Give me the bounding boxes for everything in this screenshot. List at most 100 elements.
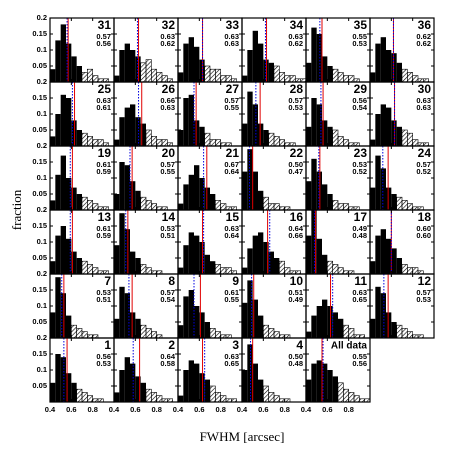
bar: [242, 302, 248, 338]
hatched-bar: [145, 328, 152, 339]
bar: [380, 293, 386, 338]
panel-label: 27: [226, 82, 240, 96]
y-tick-label: 0.15: [32, 285, 47, 294]
bar: [268, 251, 274, 274]
y-tick-label: 0.1: [37, 237, 47, 246]
stat-label: 0.48: [288, 359, 303, 368]
hatched-bar: [76, 388, 83, 403]
bar: [322, 120, 328, 146]
bar: [199, 126, 205, 146]
stat-label: 0.57: [288, 96, 303, 105]
panel-label: 16: [290, 210, 304, 224]
bar: [327, 194, 333, 210]
stat-label: 0.54: [352, 103, 367, 112]
bar: [55, 174, 61, 210]
stat-label: 0.53: [96, 359, 111, 368]
bar: [396, 126, 402, 146]
bar: [375, 43, 381, 82]
bar: [247, 248, 253, 274]
stat-label: 0.57: [416, 160, 431, 169]
hatched-bar: [268, 203, 275, 211]
hatched-bar: [215, 392, 221, 403]
bar: [50, 136, 56, 146]
hatched-bar: [284, 75, 291, 83]
bar: [199, 59, 205, 82]
hatched-bar: [337, 382, 344, 403]
panel-label: 33: [226, 18, 240, 32]
panel-label: 11: [354, 274, 367, 288]
hatched-bar: [151, 68, 157, 83]
stat-label: 0.67: [224, 160, 239, 169]
hatched-bar: [215, 68, 221, 83]
panel-label: 24: [418, 146, 432, 160]
x-tick-label: 0.4: [45, 405, 56, 414]
hatched-bar: [279, 139, 285, 147]
y-tick-label: 0.2: [37, 269, 47, 278]
bar: [258, 190, 264, 210]
hatched-bar: [92, 139, 99, 147]
panel-label: 7: [104, 274, 111, 288]
x-tick-label: 0.6: [322, 405, 332, 414]
bar: [135, 56, 141, 82]
bar: [311, 363, 317, 402]
bar: [247, 50, 253, 82]
hatched-bar: [145, 59, 152, 83]
bar: [386, 238, 392, 274]
bar: [311, 98, 317, 146]
hatched-bar: [87, 136, 93, 147]
stat-label: 0.64: [288, 224, 303, 233]
bar: [60, 226, 66, 274]
panel-label: 17: [354, 210, 368, 224]
bar: [130, 50, 136, 82]
bar: [55, 40, 61, 82]
hatched-bar: [151, 331, 157, 339]
bar: [316, 104, 322, 146]
hatched-bar: [220, 75, 227, 83]
stat-label: 0.64: [224, 231, 239, 240]
bar: [188, 174, 194, 210]
stat-label: 0.57: [160, 160, 175, 169]
y-tick-label: 0.2: [37, 77, 47, 86]
bar: [375, 155, 381, 210]
stat-label: 0.65: [224, 359, 239, 368]
bar: [258, 232, 264, 274]
bar: [370, 261, 376, 274]
bar: [130, 363, 136, 402]
hatched-bar: [412, 267, 419, 275]
bar: [71, 187, 77, 210]
bar: [119, 370, 125, 402]
bar: [194, 235, 200, 274]
y-tick-label: 0.1: [37, 301, 47, 310]
hatched-bar: [140, 62, 147, 83]
panel-label: 14: [162, 210, 176, 224]
panel-label: All data: [331, 341, 368, 352]
bar: [396, 258, 402, 274]
stat-label: 0.63: [224, 224, 239, 233]
bar: [332, 376, 338, 402]
bar: [71, 120, 77, 146]
hatched-bar: [151, 203, 157, 211]
stat-label: 0.57: [96, 32, 111, 41]
stat-label: 0.47: [288, 167, 303, 176]
panel-label: 19: [98, 146, 112, 160]
bar: [194, 306, 200, 338]
stat-label: 0.55: [224, 295, 239, 304]
hatched-bar: [337, 203, 344, 211]
stat-label: 0.57: [416, 288, 431, 297]
bar: [306, 126, 312, 146]
bar: [60, 357, 66, 402]
hatched-bar: [140, 264, 147, 275]
hatched-bar: [151, 392, 157, 403]
hatched-bar: [407, 203, 413, 211]
y-tick-label: 0.2: [37, 333, 47, 342]
hatched-bar: [273, 136, 280, 147]
hatched-bar: [87, 395, 93, 403]
y-tick-label: 0.2: [37, 13, 47, 22]
hatched-bar: [215, 331, 221, 339]
hatched-bar: [81, 196, 88, 211]
hatched-bar: [81, 132, 88, 147]
panel-label: 35: [354, 18, 368, 32]
hatched-bar: [71, 324, 77, 339]
bar: [375, 114, 381, 146]
panel-label: 22: [290, 146, 304, 160]
